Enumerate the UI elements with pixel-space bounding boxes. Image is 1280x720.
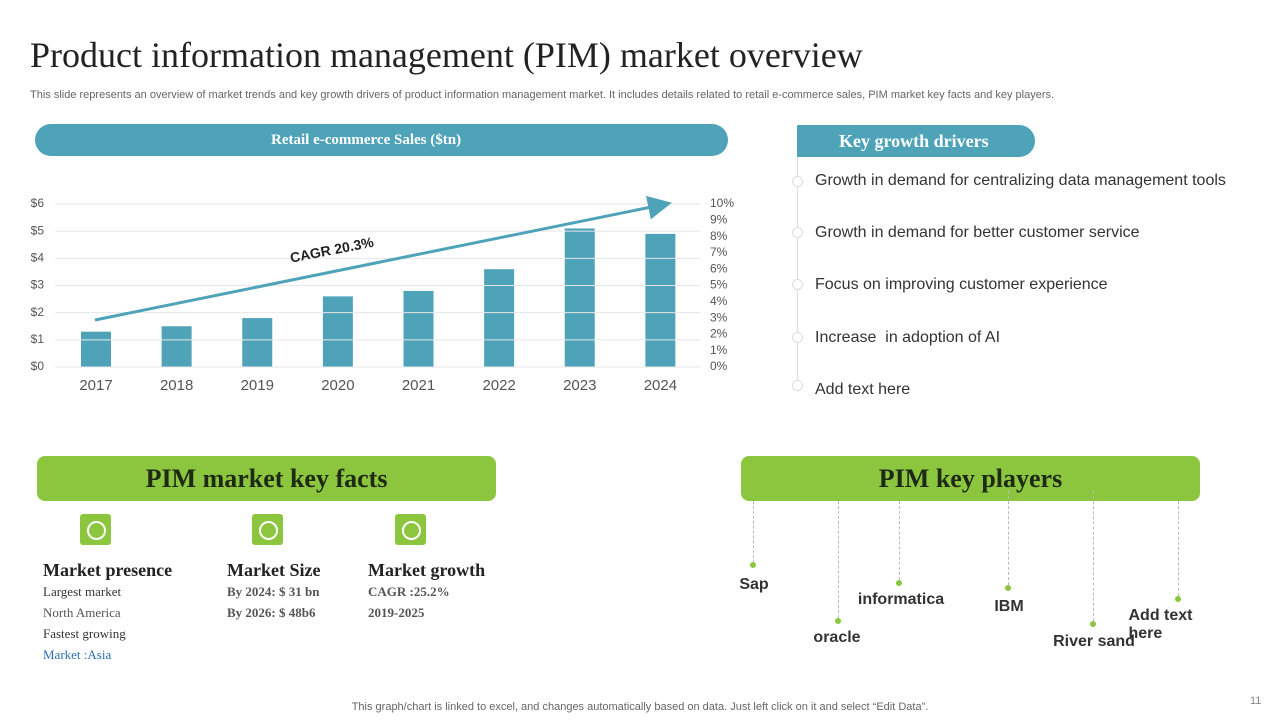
x-tick-label: 2020 xyxy=(321,377,354,394)
footer: This graph/chart is linked to excel, and… xyxy=(351,701,929,713)
y2-tick-label: 3% xyxy=(710,310,728,324)
fact-line: Market :Asia xyxy=(43,647,112,662)
chart-header xyxy=(35,124,728,156)
y2-tick-label: 7% xyxy=(710,245,728,259)
bar xyxy=(645,233,676,367)
y-tick-label: $4 xyxy=(31,251,45,265)
icon xyxy=(395,514,426,545)
connector xyxy=(838,501,839,618)
y-tick-label: $1 xyxy=(31,332,45,346)
fact-heading: Market presence xyxy=(43,560,173,580)
driver: Focus on improving customer experience xyxy=(815,276,1108,293)
y2-tick-label: 1% xyxy=(710,343,728,357)
subtitle: This slide represents an overview of mar… xyxy=(30,89,1055,101)
x-tick-label: 2022 xyxy=(482,377,515,394)
drivers-title: Key growth drivers xyxy=(839,131,989,151)
y-tick-label: $6 xyxy=(31,196,45,210)
connector xyxy=(753,501,754,563)
x-tick-label: 2021 xyxy=(402,377,435,394)
driver: Growth in demand for centralizing data m… xyxy=(815,172,1226,189)
fact: Market Size By 2024: $ 31 bn By 2026: $ … xyxy=(227,560,320,623)
trend-arrow xyxy=(94,195,672,322)
player-dot xyxy=(896,580,902,586)
bar xyxy=(242,318,273,367)
icon xyxy=(252,514,283,545)
driver: Add text here xyxy=(815,381,911,398)
y-tick-label: $2 xyxy=(31,305,45,319)
bar xyxy=(564,228,595,367)
drivers-header xyxy=(797,125,1035,157)
connector xyxy=(1178,501,1179,596)
y2-tick-label: 4% xyxy=(710,294,728,308)
fact-line: Largest market xyxy=(43,584,122,599)
player: IBM xyxy=(994,598,1024,615)
fact-line: Fastest growing xyxy=(43,626,126,641)
bar xyxy=(403,290,434,367)
y2-tick-label: 5% xyxy=(710,278,728,292)
player-dot xyxy=(1005,585,1011,591)
bullet xyxy=(792,380,803,391)
connector xyxy=(899,501,900,580)
y2-tick-label: 0% xyxy=(710,359,728,373)
player: River sand xyxy=(1053,633,1135,650)
y2-tick-label: 10% xyxy=(710,196,734,210)
driver: Increase in adoption of AI xyxy=(815,329,1001,346)
player-dot xyxy=(1090,621,1096,627)
player-dot xyxy=(1175,596,1181,602)
fact-line: North America xyxy=(43,605,121,620)
drivers-line xyxy=(797,157,798,385)
x-tick-label: 2023 xyxy=(563,377,596,394)
page-number: 11 xyxy=(1250,695,1262,707)
chart-title: Retail e-commerce Sales ($tn) xyxy=(271,132,462,148)
icon xyxy=(80,514,111,545)
player: informatica xyxy=(857,591,945,608)
fact-heading: Market Size xyxy=(227,560,321,580)
facts-header: PIM market key facts xyxy=(37,456,496,501)
y2-tick-label: 9% xyxy=(710,212,728,226)
player-dot xyxy=(750,562,756,568)
y2-tick-label: 2% xyxy=(710,327,728,341)
player: Sap xyxy=(739,576,769,593)
x-tick-label: 2018 xyxy=(160,377,193,394)
fact: Market presence Largest market North Ame… xyxy=(43,560,172,665)
fact-line: 2019-2025 xyxy=(368,605,425,620)
bullet xyxy=(792,227,803,238)
title: Product information management (PIM) mar… xyxy=(30,35,863,75)
player-dot xyxy=(835,618,841,624)
annotation: CAGR 20.3% xyxy=(289,234,376,266)
y-tick-label: $3 xyxy=(31,278,45,292)
x-tick-label: 2019 xyxy=(241,377,274,394)
x-tick-label: 2017 xyxy=(79,377,112,394)
connector xyxy=(1093,491,1094,621)
bullet xyxy=(792,279,803,290)
player: oracle xyxy=(813,629,861,646)
fact-heading: Market growth xyxy=(368,560,486,580)
bullet xyxy=(792,176,803,187)
fact-line: By 2024: $ 31 bn xyxy=(227,584,320,599)
players-header: PIM key players xyxy=(741,456,1200,501)
bar xyxy=(322,296,353,367)
driver: Growth in demand for better customer ser… xyxy=(815,224,1140,241)
y2-tick-label: 8% xyxy=(710,229,728,243)
fact-line: By 2026: $ 48b6 xyxy=(227,605,316,620)
fact: Market growth CAGR :25.2% 2019-2025 xyxy=(368,560,485,623)
player: Add text here xyxy=(1128,607,1193,642)
bar xyxy=(484,269,515,367)
y2-tick-label: 6% xyxy=(710,261,728,275)
bar xyxy=(161,326,192,367)
x-tick-label: 2024 xyxy=(644,377,677,394)
fact-line: CAGR :25.2% xyxy=(368,584,450,599)
y-tick-label: $0 xyxy=(31,359,45,373)
y-tick-label: $5 xyxy=(31,223,45,237)
connector xyxy=(1008,491,1009,585)
bullet xyxy=(792,332,803,343)
bar xyxy=(81,331,111,367)
